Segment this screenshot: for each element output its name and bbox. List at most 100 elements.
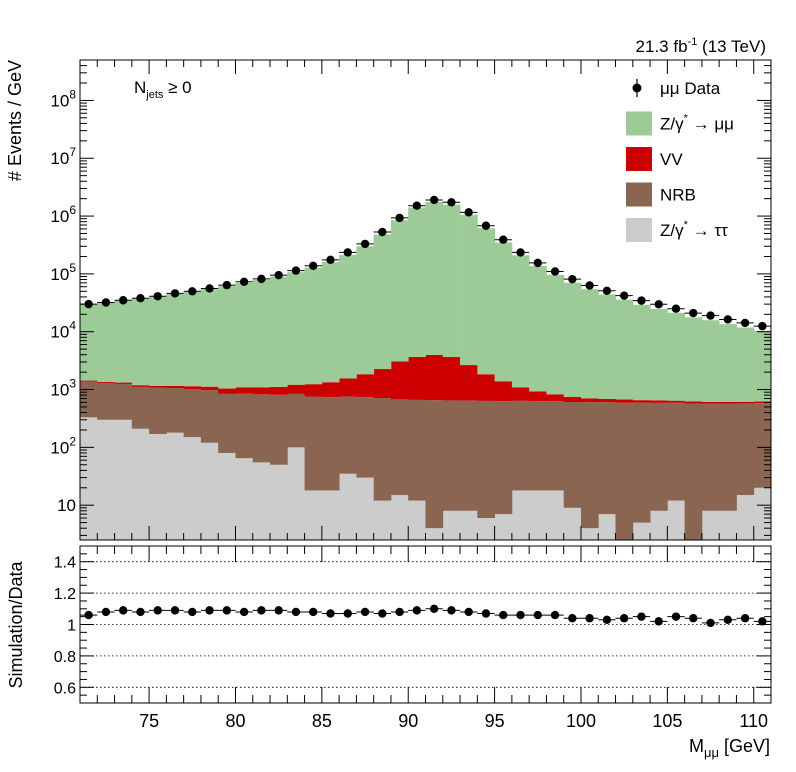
bar-3-14 — [321, 262, 340, 383]
bar-3-11 — [270, 276, 288, 387]
ratio-point-34 — [667, 612, 685, 621]
data-point-21 — [442, 198, 461, 207]
data-point-30 — [598, 286, 616, 295]
bar-1-15 — [339, 396, 357, 474]
bar-2-4 — [149, 385, 167, 388]
ratio-plot-panel: 0.6 0.8 1 1.2 1.4 75 80 85 90 95 100 105 110 Simulat… — [6, 545, 772, 760]
bar-0-26 — [529, 490, 547, 540]
bar-1-38 — [736, 403, 755, 496]
bar-2-14 — [321, 382, 340, 398]
series-2 — [80, 355, 772, 404]
category-sub: jets — [145, 89, 164, 101]
data-point-35 — [684, 308, 702, 318]
bar-0-21 — [442, 510, 461, 540]
bar-0-20 — [425, 528, 444, 540]
ratio-y-tick-label-4: 1.4 — [54, 555, 76, 572]
bar-2-10 — [252, 387, 271, 395]
bar-3-37 — [719, 324, 737, 402]
x-tick-label-2: 85 — [312, 711, 332, 731]
data-point-38 — [736, 318, 754, 328]
bar-1-14 — [321, 397, 340, 491]
bar-1-31 — [615, 402, 634, 540]
bar-2-13 — [304, 384, 323, 397]
bar-0-1 — [97, 419, 115, 540]
bar-3-8 — [218, 286, 236, 389]
bar-2-16 — [356, 374, 375, 398]
bar-1-36 — [701, 403, 720, 511]
data-point-11 — [270, 270, 288, 280]
bar-1-4 — [149, 387, 167, 435]
ratio-point-1 — [97, 607, 115, 617]
ratio-point-9 — [235, 607, 253, 617]
bar-1-12 — [287, 393, 305, 448]
bar-2-25 — [511, 387, 530, 401]
bar-3-17 — [373, 234, 392, 370]
legend: μμ Data Z/γ* → μμ VV NRB Z/γ* → ττ — [626, 79, 734, 242]
bar-1-28 — [563, 401, 582, 508]
bar-1-10 — [252, 394, 271, 463]
data-point-23 — [477, 221, 495, 230]
bar-3-24 — [494, 242, 513, 382]
bar-1-32 — [632, 402, 651, 523]
bar-2-24 — [494, 381, 513, 402]
legend-swatch-3 — [626, 182, 652, 207]
ratio-point-12 — [287, 607, 305, 617]
bar-0-2 — [114, 419, 133, 540]
bar-3-20 — [425, 202, 444, 356]
ratio-point-26 — [529, 610, 547, 620]
bar-3-16 — [356, 246, 375, 375]
ratio-point-7 — [200, 606, 219, 615]
bar-2-5 — [166, 385, 185, 389]
series-1 — [80, 381, 772, 540]
bar-1-9 — [235, 393, 254, 459]
ratio-y-axis-label: Simulation/Data — [6, 560, 26, 688]
ratio-point-8 — [218, 606, 236, 615]
bar-0-5 — [166, 432, 185, 540]
bar-2-23 — [477, 374, 495, 401]
main-y-axis-label: # Events / GeV — [5, 60, 25, 181]
bar-2-34 — [667, 400, 686, 403]
ratio-y-tick-label-1: 0.8 — [54, 649, 76, 666]
bar-0-17 — [373, 500, 392, 540]
bar-0-36 — [701, 510, 720, 540]
bar-1-18 — [390, 399, 409, 496]
bar-3-7 — [200, 289, 219, 387]
bar-3-39 — [753, 330, 772, 402]
ratio-point-29 — [580, 614, 599, 623]
data-point-6 — [183, 287, 201, 296]
bar-1-20 — [425, 400, 444, 529]
bar-1-27 — [546, 401, 565, 491]
ratio-point-23 — [477, 609, 495, 618]
series-3 — [80, 202, 772, 402]
legend-swatch-4 — [626, 218, 652, 242]
bar-0-18 — [390, 495, 409, 540]
data-point-14 — [321, 255, 340, 265]
ratio-point-17 — [373, 609, 391, 618]
data-point-16 — [356, 239, 374, 249]
y-tick-label-2: 106 — [50, 203, 76, 226]
bar-2-30 — [598, 398, 616, 403]
data-point-12 — [287, 266, 305, 275]
ratio-point-31 — [615, 614, 633, 623]
bar-3-4 — [149, 296, 167, 386]
bar-3-2 — [114, 300, 133, 383]
x-axis-label: Mμμ [GeV] — [689, 736, 770, 760]
data-point-24 — [494, 235, 512, 244]
ratio-point-30 — [598, 615, 616, 624]
bar-2-15 — [339, 378, 357, 397]
data-point-10 — [252, 274, 271, 284]
bar-0-23 — [477, 518, 495, 540]
bar-1-6 — [183, 389, 202, 438]
bar-0-4 — [149, 434, 167, 540]
data-point-36 — [701, 311, 720, 320]
bar-2-19 — [408, 356, 426, 400]
ratio-y-tick-label-0: 0.6 — [54, 680, 76, 697]
data-point-8 — [218, 280, 236, 290]
y-tick-label-1: 107 — [50, 145, 76, 168]
data-point-2 — [114, 296, 132, 305]
legend-swatch-2 — [626, 147, 652, 171]
ratio-point-10 — [252, 606, 271, 615]
data-point-22 — [460, 208, 478, 217]
x-tick-label-5: 100 — [566, 711, 596, 731]
